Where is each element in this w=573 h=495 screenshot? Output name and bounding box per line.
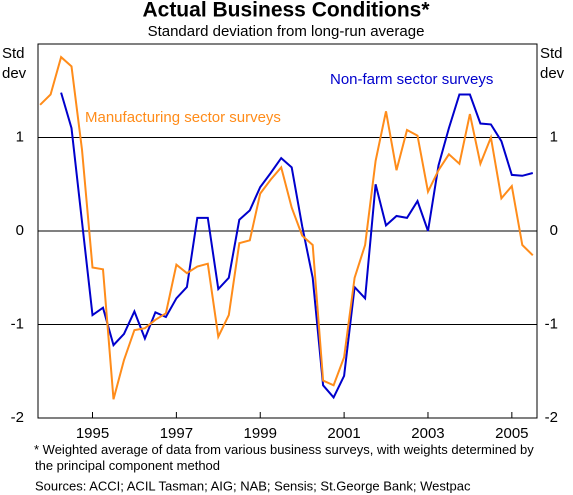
x-tick-label: 2003	[411, 425, 444, 442]
y2-label-box: Std dev	[540, 45, 565, 82]
y-tick-label: -2	[11, 409, 24, 426]
x-tick-label: 1997	[160, 425, 193, 442]
x-tick-label: 2005	[495, 425, 528, 442]
y2-tick-label: -1	[545, 315, 558, 332]
y2-tick-label: 1	[550, 128, 558, 145]
y-label-box: Std dev	[2, 45, 27, 82]
y-axis-label: Std dev	[2, 45, 27, 82]
footnote-box: * Weighted average of data from various …	[34, 442, 534, 473]
y2-tick-label: -2	[545, 409, 558, 426]
y2-tick-label: 0	[550, 222, 558, 239]
series-label: Non-farm sector surveys	[330, 71, 493, 88]
footnote: * Weighted average of data from various …	[34, 442, 534, 473]
y-tick-label: 1	[16, 128, 24, 145]
y-tick-label: -1	[11, 315, 24, 332]
chart-subtitle: Standard deviation from long-run average	[148, 23, 425, 40]
x-tick-label: 1999	[244, 425, 277, 442]
y-tick-label: 0	[16, 222, 24, 239]
chart-title: Actual Business Conditions*	[142, 0, 430, 22]
x-tick-label: 2001	[327, 425, 360, 442]
series-line	[39, 55, 534, 400]
x-tick-label: 1995	[76, 425, 109, 442]
sources: Sources: ACCI; ACIL Tasman; AIG; NAB; Se…	[35, 478, 471, 493]
series-line	[60, 92, 534, 400]
y2-axis-label: Std dev	[540, 45, 565, 82]
series-label: Manufacturing sector surveys	[85, 109, 281, 126]
